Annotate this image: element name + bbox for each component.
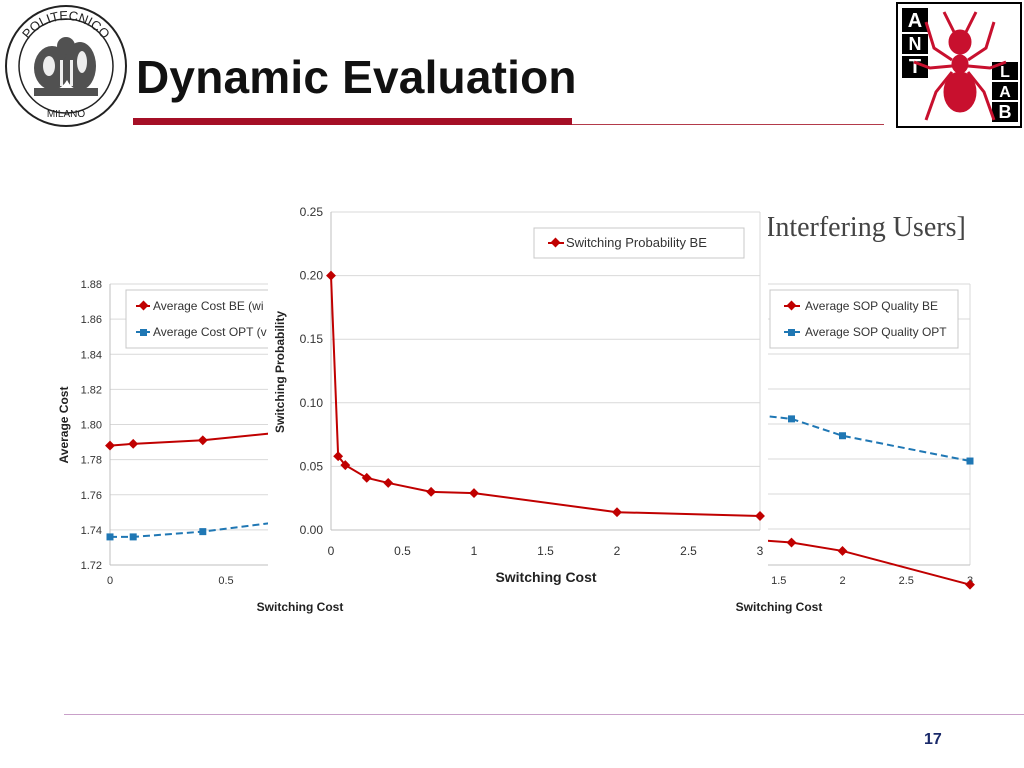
y-tick-label: 0.25: [300, 205, 324, 219]
x-tick-label: 2: [839, 575, 845, 587]
y-tick-label: 1.88: [81, 279, 102, 291]
data-point: [129, 533, 137, 541]
logo-letter-l: L: [1000, 64, 1010, 81]
antlab-logo: A N T L A B: [896, 2, 1024, 128]
y-tick-label: 0.15: [300, 332, 324, 346]
data-point: [199, 528, 207, 536]
swp-legend-be: Switching Probability BE: [566, 235, 707, 250]
ant-icon: [913, 11, 1007, 121]
x-tick-label: 2.5: [680, 544, 697, 558]
y-tick-label: 1.80: [81, 420, 102, 432]
y-tick-label: 0.10: [300, 396, 324, 410]
x-tick-label: 0: [328, 544, 335, 558]
y-tick-label: 1.78: [81, 455, 102, 467]
logo-text-bottom: MILANO: [47, 109, 86, 120]
title-rule-thin: [572, 124, 884, 125]
y-tick-label: 1.86: [81, 314, 102, 326]
y-tick-label: 0.20: [300, 269, 324, 283]
x-tick-label: 0.5: [394, 544, 411, 558]
x-tick-label: 1.5: [771, 575, 786, 587]
x-tick-label: 1.5: [537, 544, 554, 558]
x-tick-label: 2: [614, 544, 621, 558]
avg-cost-legend-opt: Average Cost OPT (v: [153, 325, 267, 339]
data-point: [612, 507, 622, 518]
avg-cost-y-axis-label: Average Cost: [57, 387, 71, 464]
chart-switching-probability: 0.00 0.05 0.10 0.15 0.20 0.25 0 0.5 1 1.5 2 2.5 3 Sw…: [268, 200, 768, 590]
data-point: [105, 440, 115, 451]
swp-legend: Switching Probability BE: [533, 227, 745, 259]
data-point: [966, 457, 974, 465]
title-rule: [133, 118, 572, 125]
y-tick-label: 1.74: [81, 525, 102, 537]
logo-letter-a2: A: [999, 84, 1011, 101]
avg-cost-legend: Average Cost BE (wi Average Cost OPT (v: [125, 289, 287, 349]
avg-cost-x-axis-label: Switching Cost: [257, 600, 344, 614]
x-tick-label: 0: [107, 575, 113, 587]
footer-rule: [64, 714, 1024, 715]
y-tick-label: 0.00: [300, 523, 324, 537]
sop-legend-opt: Average SOP Quality OPT: [805, 325, 947, 339]
x-tick-label: 2.5: [899, 575, 914, 587]
slide-title: Dynamic Evaluation: [136, 51, 577, 103]
y-tick-label: 0.05: [300, 459, 324, 473]
swp-y-axis-label: Switching Probability: [273, 311, 287, 433]
page-number: 17: [924, 731, 942, 748]
x-tick-label: 3: [757, 544, 764, 558]
logo-letter-b: B: [999, 102, 1012, 122]
sop-legend-be: Average SOP Quality BE: [805, 299, 938, 313]
data-point: [965, 579, 975, 590]
data-point: [755, 511, 765, 521]
avg-cost-legend-be: Average Cost BE (wi: [153, 299, 264, 313]
logo-letter-n: N: [909, 34, 922, 54]
y-tick-label: 1.82: [81, 384, 102, 396]
sop-x-axis-label: Switching Cost: [736, 600, 823, 614]
x-tick-label: 0.5: [218, 575, 233, 587]
y-tick-label: 1.84: [81, 349, 102, 361]
logo-letter-t: T: [909, 56, 921, 78]
data-point: [383, 477, 394, 488]
data-point: [128, 438, 139, 449]
data-point: [788, 415, 795, 423]
y-tick-label: 1.72: [81, 560, 102, 572]
data-point: [340, 460, 351, 471]
data-point: [839, 432, 846, 440]
y-tick-label: 1.76: [81, 490, 102, 502]
politecnico-logo: POLITECNICO MILANO: [4, 4, 128, 128]
data-point: [197, 435, 208, 446]
x-tick-label: 1: [471, 544, 478, 558]
sop-legend: Average SOP Quality BE Average SOP Quali…: [769, 289, 959, 349]
logo-letter-a: A: [908, 10, 922, 32]
swp-x-axis-label: Switching Cost: [495, 569, 596, 585]
data-point: [786, 537, 797, 548]
data-point: [837, 546, 848, 556]
data-point: [106, 533, 114, 541]
bg-heading-fragment: Interfering Users]: [766, 212, 966, 243]
